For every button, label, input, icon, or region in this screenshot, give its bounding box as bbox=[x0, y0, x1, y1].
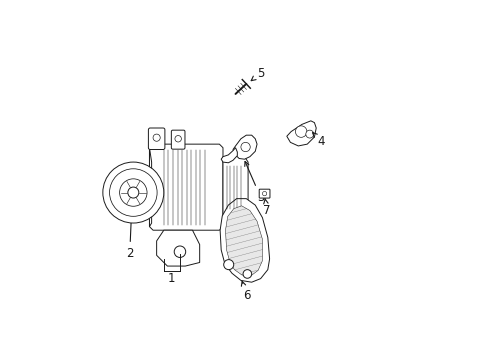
Polygon shape bbox=[223, 151, 247, 223]
Circle shape bbox=[120, 179, 147, 206]
Circle shape bbox=[175, 135, 181, 142]
Text: 1: 1 bbox=[167, 272, 175, 285]
Polygon shape bbox=[221, 148, 237, 163]
Text: 3: 3 bbox=[244, 161, 264, 204]
Polygon shape bbox=[220, 199, 269, 282]
Circle shape bbox=[295, 126, 306, 137]
Text: 6: 6 bbox=[241, 282, 250, 302]
Text: 5: 5 bbox=[251, 67, 264, 81]
Circle shape bbox=[102, 162, 163, 223]
Polygon shape bbox=[233, 135, 257, 159]
Polygon shape bbox=[156, 230, 199, 266]
Polygon shape bbox=[225, 206, 262, 276]
Circle shape bbox=[174, 246, 185, 257]
Circle shape bbox=[153, 134, 160, 141]
Circle shape bbox=[127, 187, 139, 198]
FancyBboxPatch shape bbox=[148, 128, 164, 149]
Text: 4: 4 bbox=[312, 132, 325, 148]
Text: 7: 7 bbox=[263, 198, 270, 217]
Circle shape bbox=[262, 192, 266, 196]
Polygon shape bbox=[149, 144, 223, 230]
FancyBboxPatch shape bbox=[171, 130, 184, 149]
Circle shape bbox=[243, 270, 251, 278]
Circle shape bbox=[223, 260, 233, 270]
Text: 2: 2 bbox=[126, 216, 133, 260]
FancyBboxPatch shape bbox=[259, 189, 269, 198]
Polygon shape bbox=[286, 121, 316, 146]
Polygon shape bbox=[149, 148, 151, 226]
Circle shape bbox=[109, 169, 157, 216]
Circle shape bbox=[305, 130, 313, 138]
Circle shape bbox=[241, 142, 250, 152]
